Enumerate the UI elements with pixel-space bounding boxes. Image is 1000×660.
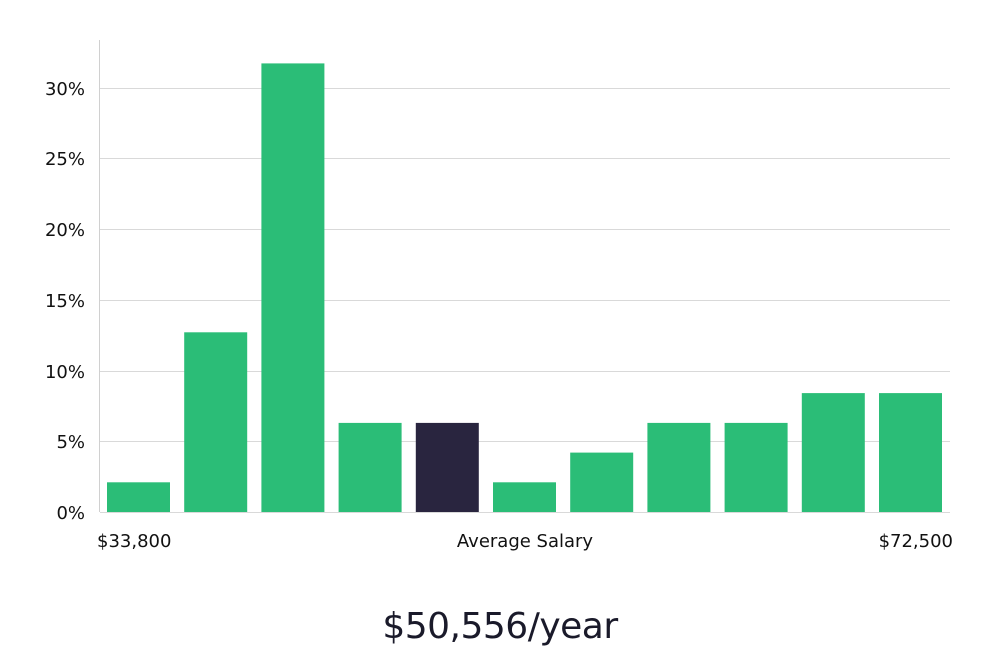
y-tick-label: 30% [45,79,85,100]
bars [107,63,942,513]
average-salary-value: $50,556/year [382,606,618,647]
y-tick-label: 20% [45,220,85,241]
bar [107,482,170,512]
bar [879,393,942,512]
y-tick-label: 15% [45,291,85,312]
x-max-label: $72,500 [879,531,953,552]
x-min-label: $33,800 [97,531,171,552]
y-tick-label: 10% [45,362,85,383]
salary-histogram: 0% 5% 10% 15% 20% 25% 30% $33,800 Average Sala… [45,40,953,552]
bar [184,332,248,512]
highlighted-bar [415,422,479,512]
y-tick-label: 25% [45,149,85,170]
x-center-label: Average Salary [457,531,594,552]
bar [261,63,325,513]
y-tick-label: 5% [56,432,85,453]
bar [570,452,634,512]
bar [647,422,711,512]
bar [724,422,788,512]
bar [493,482,556,512]
y-tick-labels: 0% 5% 10% 15% 20% 25% 30% [45,79,85,524]
bar [338,422,402,512]
y-tick-label: 0% [56,503,85,524]
bar [801,393,865,512]
